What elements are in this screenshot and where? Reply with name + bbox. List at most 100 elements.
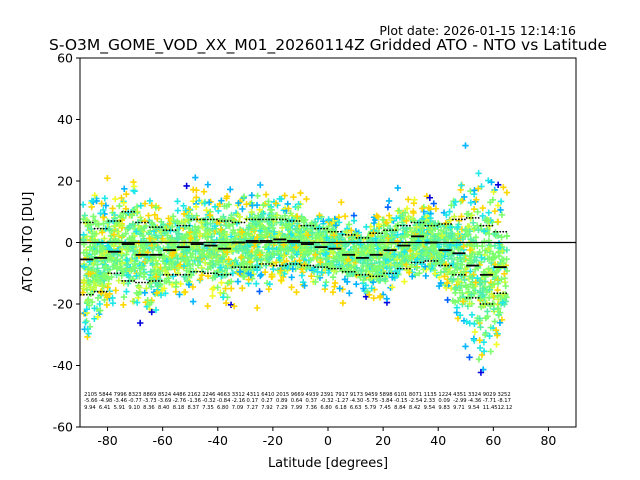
bin-sigma-dot [292,220,295,222]
bin-sigma-dot [243,266,246,268]
bin-sigma-dot [323,227,326,230]
bin-sigma-dot [272,218,275,221]
bin-sigma-dot [320,266,323,268]
bin-sigma-dot [298,263,301,265]
bin-stat-value: 4486 [173,392,186,398]
bin-sigma-dot [223,220,226,222]
bin-stat-value: 6.80 [320,405,332,411]
bin-sigma-dot [399,224,402,227]
bin-sigma-dot [341,270,344,273]
bin-stat-value: 4939 [306,392,319,398]
bin-sigma-dot [309,264,312,267]
bin-sigma-dot [333,267,336,270]
bin-stat-value: 2162 [187,392,200,398]
bin-sigma-dot [395,272,397,275]
bin-sigma-dot [99,227,102,230]
bin-sigma-dot [231,266,234,268]
bin-stat-value: 3252 [497,392,510,398]
bin-sigma-dot [229,273,232,276]
bin-sigma-dot [386,229,388,232]
bin-stat-value: 7.27 [247,405,259,411]
bin-sigma-dot [284,264,287,267]
bin-sigma-dot [113,272,116,275]
bin-sigma-dot [326,227,329,230]
bin-sigma-dot [300,224,303,227]
bin-stat-value: 7.29 [276,405,288,411]
bin-sigma-dot [257,218,260,221]
bin-sigma-dot [217,273,220,276]
bin-sigma-dot [306,264,309,267]
bin-sigma-dot [395,229,397,232]
bin-stat-value: 5.79 [365,405,377,411]
bin-stat-value: 0.37 [306,398,318,404]
bin-sigma-dot [468,217,471,219]
x-axis-label: Latitude [degrees] [268,456,388,471]
bin-sigma-dot [465,296,468,299]
bin-stat-value: 7.36 [306,405,318,411]
bin-sigma-dot [424,224,427,227]
bin-sigma-dot [124,280,127,282]
bin-sigma-dot [127,280,130,282]
bin-sigma-dot [344,270,347,273]
plot-date: Plot date: 2026-01-15 12:14:16 [379,23,576,38]
bin-sigma-dot [399,267,402,270]
bin-sigma-dot [182,273,185,276]
bin-sigma-dot [196,270,199,273]
y-tick-label: 0 [65,235,73,250]
bin-sigma-dot [454,273,457,276]
bin-sigma-dot [179,273,182,276]
bin-sigma-dot [392,229,394,232]
bin-sigma-dot [286,220,289,222]
x-tick-label: 40 [430,433,446,448]
bin-stat-value: 0.64 [291,398,303,404]
bin-stat-value: -0.15 [394,398,407,404]
x-tick-label: -80 [97,433,117,448]
bin-sigma-dot [441,264,444,267]
bin-sigma-dot [444,223,447,225]
bin-sigma-dot [326,266,329,268]
bin-sigma-dot [353,233,356,236]
bin-stat-value: -3.46 [114,398,127,404]
bin-sigma-dot [369,232,372,235]
bin-sigma-dot [471,296,474,299]
bin-sigma-dot [410,221,413,224]
bin-sigma-dot [378,275,381,278]
bin-sigma-dot [262,263,264,265]
bin-sigma-dot [130,280,133,282]
bin-sigma-dot [330,230,333,233]
bin-sigma-dot [124,210,127,213]
bin-stat-value: -3.69 [158,398,171,404]
bin-sigma-dot [405,224,408,227]
bin-sigma-dot [496,292,499,295]
bin-stat-value: -4.30 [350,398,363,404]
bin-stat-value: 12.12 [497,405,512,411]
bin-sigma-dot [188,273,191,276]
bin-stat-value: 2015 [276,392,289,398]
bin-sigma-dot [491,224,494,227]
bin-sigma-dot [188,224,191,227]
bin-stats-text: 2105 5844 7996 8323 8869 8524 4486 2162 2246 4663… [84,392,512,411]
bin-stat-value: 9.71 [453,405,465,411]
bin-sigma-dot [463,273,466,276]
y-axis-label: ATO - NTO [DU] [21,192,36,293]
bin-sigma-dot [209,272,212,275]
bin-stat-value: 4663 [217,392,230,398]
bin-stat-value: -0.32 [320,398,333,404]
bin-sigma-dot [254,218,257,221]
bin-sigma-dot [355,236,358,239]
bin-sigma-dot [457,273,460,276]
bin-sigma-dot [465,217,468,219]
bin-stat-value: 2246 [202,392,215,398]
bin-sigma-dot [190,270,193,273]
bin-sigma-dot [138,221,140,224]
bin-sigma-dot [477,296,480,299]
bin-sigma-dot [168,229,171,232]
bin-sigma-dot [240,221,243,224]
bin-sigma-dot [93,227,96,230]
bin-stat-value: 6.18 [335,405,347,411]
bin-sigma-dot [144,281,146,284]
bin-stat-value: 9029 [483,392,496,398]
bin-stat-value: 9.10 [128,405,140,411]
bin-sigma-dot [460,218,463,221]
